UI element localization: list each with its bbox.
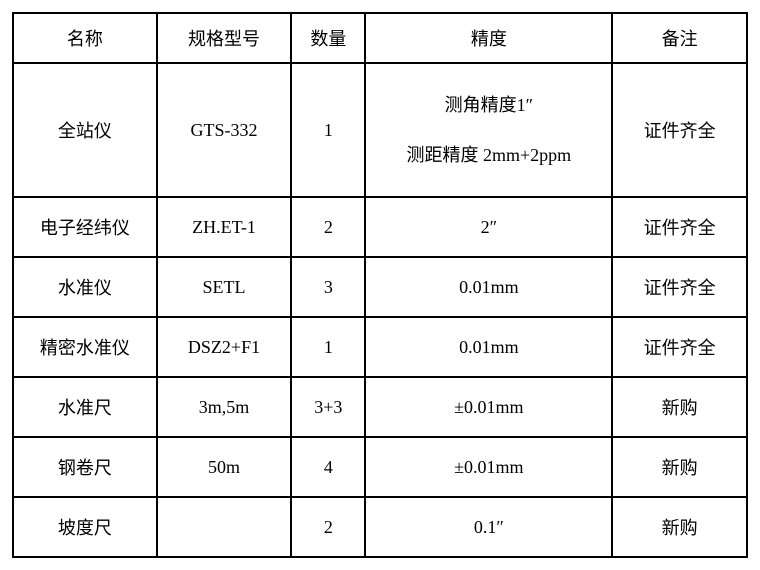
header-name: 名称 xyxy=(13,13,157,63)
cell-qty: 3 xyxy=(291,257,365,317)
equipment-table: 名称 规格型号 数量 精度 备注 全站仪GTS-3321测角精度1″测距精度 2… xyxy=(12,12,748,558)
header-model: 规格型号 xyxy=(157,13,292,63)
cell-model: GTS-332 xyxy=(157,63,292,197)
header-remark: 备注 xyxy=(612,13,747,63)
cell-qty: 1 xyxy=(291,317,365,377)
cell-precision: 2″ xyxy=(365,197,612,257)
precision-line: 测距精度 2mm+2ppm xyxy=(370,130,607,180)
cell-remark: 新购 xyxy=(612,437,747,497)
table-row: 全站仪GTS-3321测角精度1″测距精度 2mm+2ppm证件齐全 xyxy=(13,63,747,197)
table-row: 坡度尺 20.1″新购 xyxy=(13,497,747,557)
table-row: 水准仪SETL30.01mm证件齐全 xyxy=(13,257,747,317)
cell-name: 精密水准仪 xyxy=(13,317,157,377)
cell-precision: 0.01mm xyxy=(365,257,612,317)
cell-precision: 0.1″ xyxy=(365,497,612,557)
cell-name: 水准尺 xyxy=(13,377,157,437)
table-header-row: 名称 规格型号 数量 精度 备注 xyxy=(13,13,747,63)
cell-qty: 4 xyxy=(291,437,365,497)
header-qty: 数量 xyxy=(291,13,365,63)
cell-precision: 测角精度1″测距精度 2mm+2ppm xyxy=(365,63,612,197)
cell-remark: 新购 xyxy=(612,377,747,437)
cell-remark: 证件齐全 xyxy=(612,257,747,317)
cell-name: 坡度尺 xyxy=(13,497,157,557)
cell-model: SETL xyxy=(157,257,292,317)
cell-remark: 证件齐全 xyxy=(612,63,747,197)
header-precision: 精度 xyxy=(365,13,612,63)
table-row: 水准尺3m,5m3+3±0.01mm新购 xyxy=(13,377,747,437)
cell-remark: 证件齐全 xyxy=(612,197,747,257)
cell-name: 钢卷尺 xyxy=(13,437,157,497)
table-body: 全站仪GTS-3321测角精度1″测距精度 2mm+2ppm证件齐全电子经纬仪Z… xyxy=(13,63,747,557)
cell-qty: 2 xyxy=(291,197,365,257)
cell-model: 50m xyxy=(157,437,292,497)
cell-precision: 0.01mm xyxy=(365,317,612,377)
cell-name: 水准仪 xyxy=(13,257,157,317)
cell-name: 全站仪 xyxy=(13,63,157,197)
cell-precision: ±0.01mm xyxy=(365,377,612,437)
cell-qty: 3+3 xyxy=(291,377,365,437)
table-row: 电子经纬仪ZH.ET-122″证件齐全 xyxy=(13,197,747,257)
table-row: 精密水准仪DSZ2+F110.01mm证件齐全 xyxy=(13,317,747,377)
cell-model: DSZ2+F1 xyxy=(157,317,292,377)
cell-qty: 2 xyxy=(291,497,365,557)
cell-remark: 新购 xyxy=(612,497,747,557)
cell-qty: 1 xyxy=(291,63,365,197)
cell-model xyxy=(157,497,292,557)
table-row: 钢卷尺50m4±0.01mm新购 xyxy=(13,437,747,497)
cell-model: ZH.ET-1 xyxy=(157,197,292,257)
precision-line: 测角精度1″ xyxy=(370,80,607,130)
cell-remark: 证件齐全 xyxy=(612,317,747,377)
cell-name: 电子经纬仪 xyxy=(13,197,157,257)
cell-model: 3m,5m xyxy=(157,377,292,437)
cell-precision: ±0.01mm xyxy=(365,437,612,497)
